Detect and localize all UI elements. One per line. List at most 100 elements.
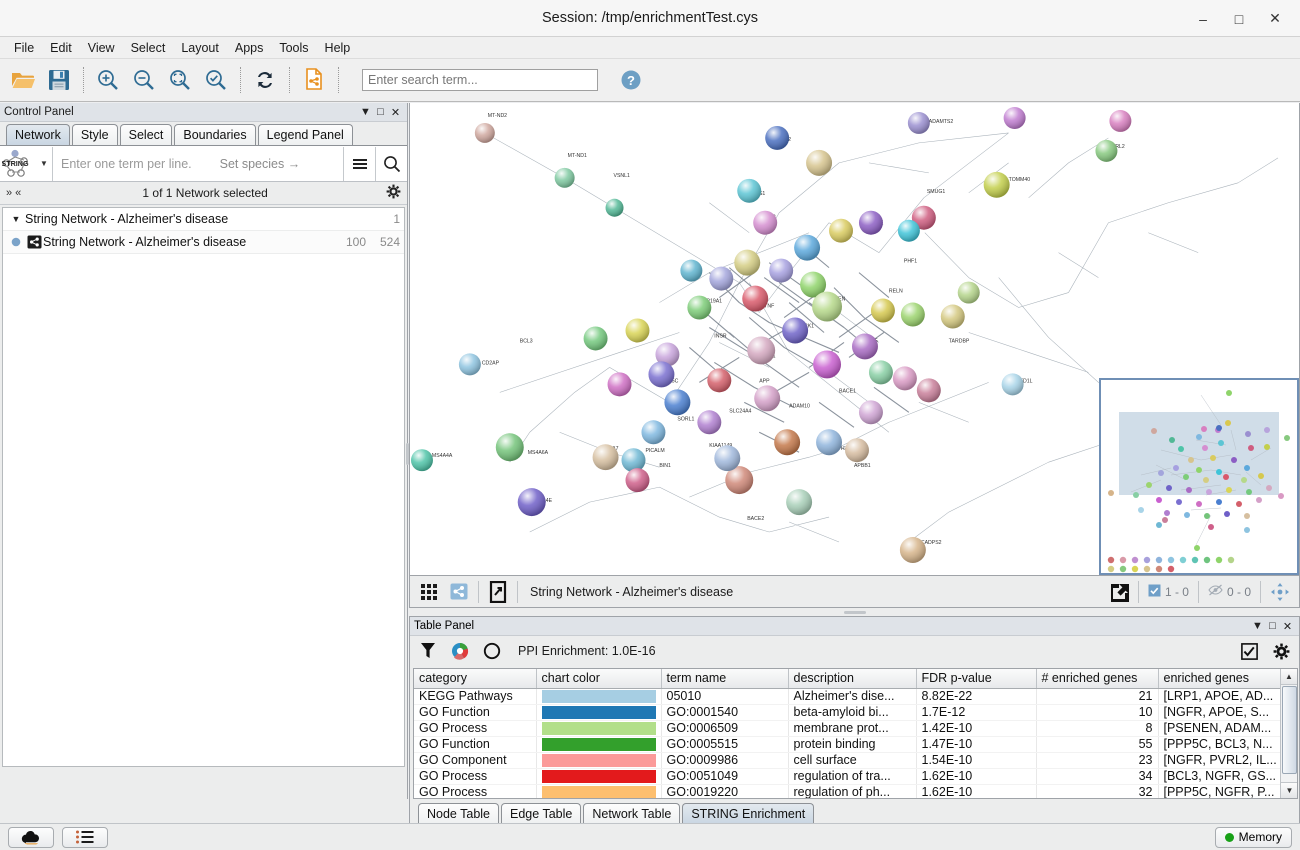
tree-row-network[interactable]: String Network - Alzheimer's disease 100…	[3, 231, 404, 254]
control-panel-maximize-button[interactable]: □	[377, 106, 384, 118]
horizontal-splitter[interactable]	[409, 608, 1300, 616]
col-term-name[interactable]: term name	[661, 669, 789, 689]
search-icon[interactable]	[375, 146, 407, 181]
vertical-splitter[interactable]	[404, 443, 411, 483]
string-species-dropdown-caret[interactable]: ▼	[40, 159, 48, 168]
grid-view-icon[interactable]	[414, 579, 444, 605]
help-icon[interactable]: ?	[614, 63, 648, 97]
tab-select[interactable]: Select	[119, 124, 173, 145]
menu-file[interactable]: File	[14, 40, 35, 55]
table-settings-gear-icon[interactable]	[1269, 639, 1293, 663]
network-status-bar: String Network - Alzheimer's disease 1 -…	[409, 576, 1300, 608]
tab-string-enrichment[interactable]: STRING Enrichment	[682, 803, 815, 824]
table-row[interactable]: KEGG Pathways 05010 Alzheimer's dise... 8.8…	[414, 688, 1283, 705]
cell-enriched-count: 55	[1036, 736, 1159, 753]
string-term-input[interactable]: Enter one term per line. Set species →	[52, 146, 343, 181]
tab-network[interactable]: Network	[6, 124, 70, 145]
set-species-link[interactable]: Set species →	[219, 156, 301, 171]
table-row[interactable]: GO Function GO:0005515 protein binding 1.47…	[414, 736, 1283, 753]
table-row[interactable]: GO Process GO:0051049 regulation of tra...…	[414, 768, 1283, 785]
selected-nodes-counter[interactable]: 1 - 0	[1143, 584, 1194, 600]
save-icon[interactable]	[42, 63, 76, 97]
network-navigator[interactable]	[1099, 378, 1299, 575]
col-description[interactable]: description	[788, 669, 917, 689]
close-button[interactable]: ✕	[1269, 10, 1281, 26]
col-category[interactable]: category	[414, 669, 537, 689]
memory-led-indicator	[1224, 832, 1234, 842]
table-panel-float-button[interactable]: ▼	[1252, 620, 1263, 632]
expand-all-icon[interactable]: «	[15, 187, 22, 199]
tab-boundaries[interactable]: Boundaries	[174, 124, 256, 145]
col-chart-color[interactable]: chart color	[536, 669, 662, 689]
minimize-button[interactable]: –	[1199, 10, 1207, 27]
collapse-all-icon[interactable]: »	[6, 187, 13, 199]
table-panel-maximize-button[interactable]: □	[1269, 620, 1276, 632]
memory-status-button[interactable]: Memory	[1214, 826, 1292, 848]
menu-apps[interactable]: Apps	[234, 40, 264, 55]
menu-select[interactable]: Select	[130, 40, 166, 55]
hidden-nodes-counter[interactable]: 0 - 0	[1203, 584, 1256, 599]
share-network-view-icon[interactable]	[444, 579, 474, 605]
search-input[interactable]: Enter search term...	[362, 69, 598, 91]
zoom-in-icon[interactable]	[91, 63, 125, 97]
maximize-button[interactable]: □	[1234, 10, 1244, 27]
svg-text:SLC24A4: SLC24A4	[729, 408, 751, 414]
select-all-checkbox-icon[interactable]	[1237, 639, 1261, 663]
tab-edge-table[interactable]: Edge Table	[501, 803, 582, 824]
control-panel-float-button[interactable]: ▼	[360, 106, 371, 118]
tab-node-table[interactable]: Node Table	[418, 803, 500, 824]
open-folder-icon[interactable]	[6, 63, 40, 97]
pan-crosshair-icon[interactable]	[1265, 579, 1295, 605]
table-row[interactable]: GO Process GO:0019220 regulation of ph... 1…	[414, 784, 1283, 798]
filter-funnel-icon[interactable]	[416, 639, 440, 663]
table-panel-close-button[interactable]: ✕	[1282, 620, 1293, 633]
string-logo-icon[interactable]: STRING	[0, 147, 40, 181]
export-icon[interactable]	[1104, 579, 1134, 605]
navigator-viewport-rect[interactable]	[1119, 412, 1279, 495]
col-enriched-genes[interactable]: enriched genes	[1158, 669, 1283, 689]
table-row[interactable]: GO Function GO:0001540 beta-amyloid bi... 1…	[414, 704, 1283, 721]
tab-legend-panel[interactable]: Legend Panel	[257, 124, 353, 145]
svg-text:INSR: INSR	[714, 333, 727, 339]
refresh-icon[interactable]	[248, 63, 282, 97]
cloud-icon[interactable]	[8, 826, 54, 848]
cell-category: GO Process	[414, 784, 537, 798]
tree-expand-triangle[interactable]: ▼	[11, 214, 21, 224]
col-enriched-gene-count[interactable]: # enriched genes	[1036, 669, 1159, 689]
scrollbar-thumb[interactable]	[1282, 686, 1297, 774]
scroll-up-arrow-icon[interactable]: ▲	[1281, 669, 1297, 685]
hamburger-menu-icon[interactable]	[343, 146, 375, 181]
svg-text:PHF1: PHF1	[904, 259, 917, 265]
menu-view[interactable]: View	[87, 40, 115, 55]
task-list-icon[interactable]	[62, 826, 108, 848]
share-network-icon[interactable]	[297, 63, 331, 97]
enrichment-table-wrapper[interactable]: category chart color term name descripti…	[413, 668, 1298, 799]
control-panel-close-button[interactable]: ✕	[390, 106, 401, 119]
zoom-out-icon[interactable]	[127, 63, 161, 97]
toolbar-separator-2	[240, 67, 241, 93]
arrow-expand-icon[interactable]	[483, 579, 513, 605]
menu-edit[interactable]: Edit	[50, 40, 72, 55]
chart-color-swatch	[541, 689, 656, 703]
gear-icon[interactable]	[386, 184, 401, 202]
table-row[interactable]: GO Component GO:0009986 cell surface 1.54E-…	[414, 752, 1283, 769]
tree-row-group[interactable]: ▼ String Network - Alzheimer's disease 1	[3, 208, 404, 231]
scroll-down-arrow-icon[interactable]: ▼	[1281, 782, 1297, 798]
col-fdr-pvalue[interactable]: FDR p-value	[916, 669, 1037, 689]
circle-outline-icon[interactable]	[480, 639, 504, 663]
zoom-fit-icon[interactable]	[163, 63, 197, 97]
menu-layout[interactable]: Layout	[181, 40, 219, 55]
tab-style[interactable]: Style	[71, 124, 118, 145]
table-vertical-scrollbar[interactable]: ▲ ▼	[1280, 669, 1297, 798]
table-panel-toolbar: PPI Enrichment: 1.0E-16	[410, 636, 1299, 666]
menu-help[interactable]: Help	[324, 40, 351, 55]
table-row[interactable]: GO Process GO:0006509 membrane prot... 1.42…	[414, 720, 1283, 737]
network-tree[interactable]: ▼ String Network - Alzheimer's disease 1	[2, 207, 405, 767]
donut-chart-icon[interactable]	[448, 639, 472, 663]
menu-tools[interactable]: Tools	[279, 40, 309, 55]
zoom-selected-icon[interactable]	[199, 63, 233, 97]
network-selection-status-row: » « 1 of 1 Network selected	[0, 182, 407, 205]
tab-network-table[interactable]: Network Table	[583, 803, 681, 824]
